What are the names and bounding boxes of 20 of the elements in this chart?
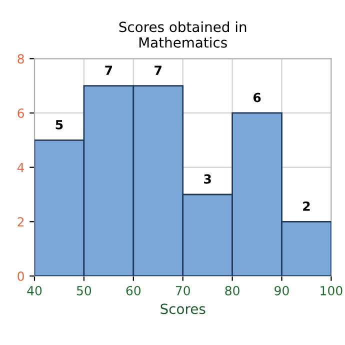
- x-tick-label: 80: [225, 286, 240, 296]
- data-label: 6: [253, 92, 261, 102]
- y-tick-label: 4: [17, 162, 24, 172]
- x-tick-label: 90: [274, 286, 289, 296]
- y-tick-label: 0: [18, 271, 24, 281]
- x-axis-title: Scores: [160, 304, 206, 314]
- x-tick-label: 40: [27, 286, 42, 296]
- data-label: 5: [56, 120, 63, 130]
- data-label: 2: [303, 201, 310, 211]
- x-tick-label: 70: [176, 286, 190, 296]
- x-tick-label: 100: [320, 286, 342, 296]
- data-label: 7: [105, 66, 112, 75]
- data-label: 7: [154, 66, 162, 75]
- x-tick-label: 50: [76, 286, 92, 296]
- y-tick-label: 6: [18, 108, 24, 118]
- y-tick-label: 2: [18, 217, 24, 226]
- y-tick-label: 8: [18, 54, 24, 64]
- chart-title: Scores obtained in Mathematics: [119, 21, 246, 48]
- data-label: 3: [204, 174, 211, 184]
- x-tick-label: 60: [126, 286, 141, 296]
